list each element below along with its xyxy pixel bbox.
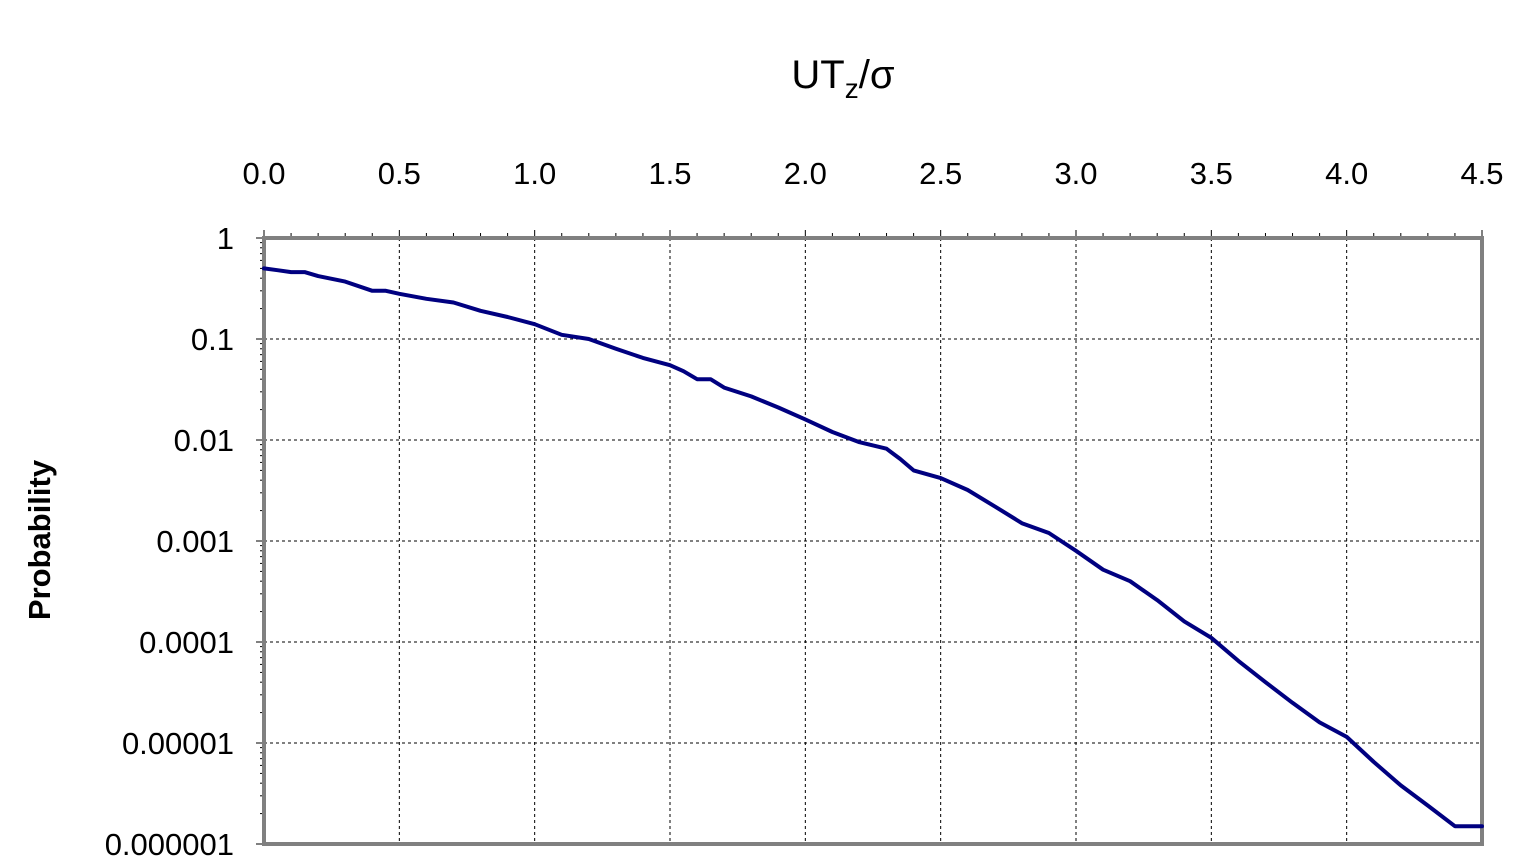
chart-title-subscript: z [845,73,859,104]
x-tick-label: 2.5 [919,156,962,191]
chart-title-main: UT [791,53,844,97]
y-tick-label: 0.000001 [105,827,234,862]
x-tick-label: 1.0 [513,156,556,191]
y-tick-labels: 1 0.1 0.01 0.001 0.0001 0.00001 0.000001 [105,221,234,862]
y-axis-label: Probability [22,459,57,620]
x-tick-label: 4.5 [1460,156,1503,191]
series-line [262,266,1484,829]
plot-frame [262,236,1484,846]
minor-ticks [256,230,1483,845]
x-tick-label: 4.0 [1325,156,1368,191]
chart-title: UTz/σ [791,53,894,104]
y-tick-label: 0.00001 [122,726,234,761]
grid-lines [264,238,1482,844]
x-tick-label: 1.5 [648,156,691,191]
y-tick-label: 0.0001 [139,625,234,660]
x-tick-label: 2.0 [784,156,827,191]
x-tick-label: 0.5 [378,156,421,191]
y-tick-label: 0.1 [191,322,234,357]
y-tick-label: 0.001 [156,524,234,559]
x-tick-label: 3.0 [1054,156,1097,191]
y-tick-label: 1 [217,221,234,256]
y-tick-label: 0.01 [174,423,234,458]
x-tick-label: 0.0 [242,156,285,191]
chart-title-suffix: /σ [859,53,895,97]
x-tick-label: 3.5 [1190,156,1233,191]
x-tick-labels: 0.0 0.5 1.0 1.5 2.0 2.5 3.0 3.5 4.0 4.5 [242,156,1503,191]
